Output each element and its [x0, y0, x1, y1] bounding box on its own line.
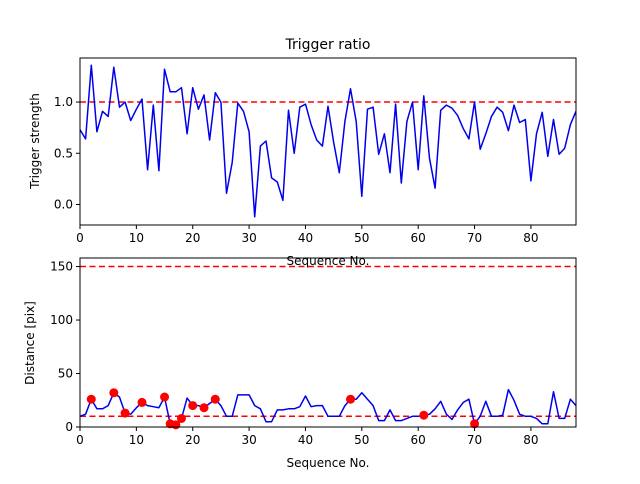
- x-tick-label: 0: [76, 231, 84, 245]
- x-tick-label: 70: [467, 231, 482, 245]
- series-line: [80, 64, 576, 218]
- data-point-marker: [188, 401, 198, 411]
- axes-frame: [79, 57, 577, 226]
- y-tick-label: 0.0: [54, 198, 73, 212]
- data-point-marker: [120, 408, 130, 418]
- chart-title: Trigger ratio: [284, 37, 370, 53]
- x-tick-label: 30: [241, 433, 256, 447]
- y-tick-label: 0: [65, 420, 73, 434]
- x-tick-label: 10: [129, 433, 144, 447]
- x-tick-label: 20: [185, 231, 200, 245]
- y-tick-label: 150: [50, 260, 73, 274]
- data-point-marker: [470, 419, 480, 429]
- x-tick-label: 60: [411, 231, 426, 245]
- data-point-marker: [199, 403, 209, 413]
- y-tick-label: 100: [50, 313, 73, 327]
- data-point-marker: [210, 394, 220, 404]
- x-tick-label: 0: [76, 433, 84, 447]
- y-tick-label: 1.0: [54, 95, 73, 109]
- data-point-marker: [86, 394, 96, 404]
- data-point-marker: [137, 397, 147, 407]
- axes-frame: [79, 257, 577, 428]
- x-tick-label: 80: [523, 433, 538, 447]
- data-point-marker: [419, 410, 429, 420]
- x-tick-label: 50: [354, 433, 369, 447]
- y-axis-label: Distance [pix]: [23, 301, 37, 385]
- distance-plot: Distance [pix] Sequence No. 0 10 20 30 40 50 6…: [23, 257, 577, 470]
- x-tick-label: 40: [298, 231, 313, 245]
- data-point-marker: [109, 388, 119, 398]
- x-tick-label: 40: [298, 433, 313, 447]
- data-point-marker: [346, 394, 356, 404]
- y-tick-label: 50: [58, 367, 73, 381]
- x-tick-label: 70: [467, 433, 482, 447]
- y-tick-label: 0.5: [54, 146, 73, 160]
- data-point-marker: [160, 392, 170, 402]
- x-tick-label: 80: [523, 231, 538, 245]
- x-tick-label: 20: [185, 433, 200, 447]
- x-tick-label: 30: [241, 231, 256, 245]
- x-tick-label: 60: [411, 433, 426, 447]
- data-point-marker: [176, 413, 186, 423]
- x-axis-label: Sequence No.: [287, 456, 370, 470]
- y-axis-label: Trigger strength: [28, 93, 42, 190]
- x-tick-label: 10: [129, 231, 144, 245]
- trigger-ratio-plot: Trigger ratio Trigger strength Sequence …: [28, 37, 577, 268]
- x-tick-label: 50: [354, 231, 369, 245]
